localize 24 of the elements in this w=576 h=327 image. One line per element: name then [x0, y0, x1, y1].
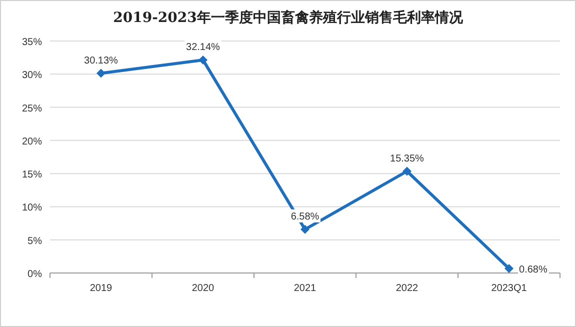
data-label: 6.58%	[290, 211, 320, 222]
y-tick-label: 35%	[22, 37, 42, 48]
chart-title: 2019-2023年一季度中国畜禽养殖行业销售毛利率情况	[113, 9, 464, 26]
x-tick-label: 2021	[294, 283, 317, 294]
x-tick-label: 2019	[90, 283, 113, 294]
x-tick-label: 2022	[396, 283, 419, 294]
y-tick-label: 25%	[22, 103, 42, 114]
point	[402, 166, 412, 176]
y-tick-label: 0%	[28, 269, 42, 280]
x-tick-label: 2023Q1	[491, 283, 528, 294]
point	[504, 264, 514, 273]
point	[198, 55, 208, 64]
data-label: 15.35%	[390, 153, 424, 164]
point	[300, 224, 310, 234]
point	[96, 68, 106, 78]
data-label: 30.13%	[84, 55, 118, 66]
data-label: 32.14%	[186, 42, 220, 53]
data-label: 0.68%	[519, 264, 548, 276]
y-tick-label: 5%	[28, 236, 42, 247]
y-tick-label: 15%	[22, 170, 42, 181]
y-tick-label: 30%	[22, 70, 42, 82]
y-tick-label: 20%	[22, 136, 42, 148]
y-tick-label: 10%	[22, 202, 42, 214]
x-tick-label: 2020	[192, 283, 215, 294]
